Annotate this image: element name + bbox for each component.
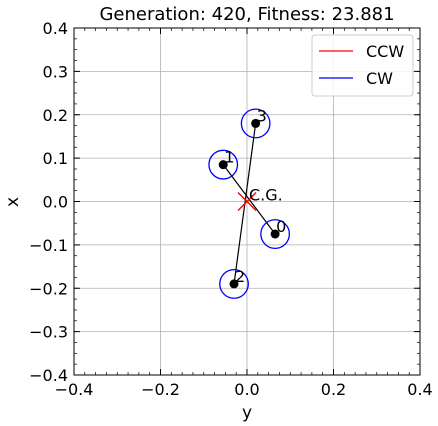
y-tick-label: −0.2 xyxy=(29,279,68,298)
y-tick-label: 0.1 xyxy=(43,149,68,168)
y-tick-label: 0.2 xyxy=(43,106,68,125)
rotor-circle-0 xyxy=(260,219,291,249)
x-tick-label: 0.2 xyxy=(321,380,346,399)
x-axis-label: y xyxy=(242,403,252,423)
rotor-label-3: 3 xyxy=(257,106,267,125)
chart-marks: C.G. 0 1 2 3 xyxy=(208,106,291,299)
chart-title: Generation: 420, Fitness: 23.881 xyxy=(99,4,394,25)
rotor-label-2: 2 xyxy=(235,267,245,286)
legend-box xyxy=(311,34,414,97)
y-axis-label: x xyxy=(3,197,23,207)
rotor-label-1: 1 xyxy=(224,148,234,167)
cg-marker-b xyxy=(237,192,257,211)
x-tick-label: 0.0 xyxy=(234,380,259,399)
rotor-point-2 xyxy=(229,279,239,289)
x-tick-label: 0.4 xyxy=(407,380,432,399)
x-tick-label: −0.4 xyxy=(55,380,94,399)
legend-label-cw: CW xyxy=(366,69,393,88)
tick-labels: −0.4 −0.2 0.0 0.2 0.4 −0.4 −0.3 −0.2 −0.1 0.0 0.1 0… xyxy=(29,19,433,399)
rotor-point-0 xyxy=(270,229,280,239)
y-tick-label: −0.3 xyxy=(29,323,68,342)
cg-label: C.G. xyxy=(249,186,283,205)
rotor-label-0: 0 xyxy=(276,217,286,236)
rotor-circle-2 xyxy=(219,268,249,299)
y-tick-label: −0.4 xyxy=(29,366,68,385)
legend: CCW CW xyxy=(311,34,414,97)
y-tick-label: 0.3 xyxy=(43,62,68,81)
rotor-circle-3 xyxy=(240,108,271,139)
y-tick-label: 0.4 xyxy=(43,19,68,38)
rotor-circle-1 xyxy=(208,149,239,180)
legend-label-ccw: CCW xyxy=(366,42,404,61)
x-tick-label: −0.2 xyxy=(141,380,180,399)
axes-frame xyxy=(73,27,421,376)
rotor-point-3 xyxy=(251,118,261,128)
y-tick-label: −0.1 xyxy=(29,236,68,255)
y-tick-label: 0.0 xyxy=(43,193,68,212)
rotor-point-1 xyxy=(218,160,228,170)
